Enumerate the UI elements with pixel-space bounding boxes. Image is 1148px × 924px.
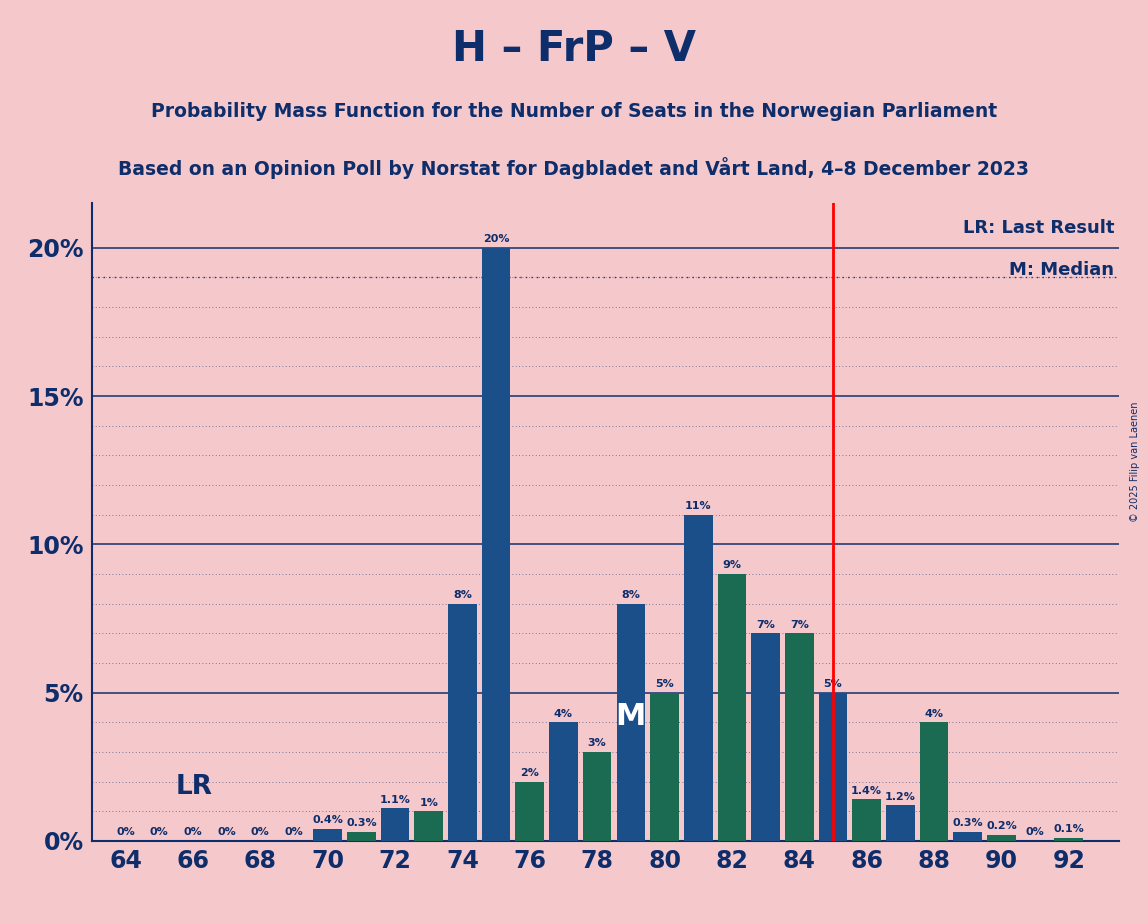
Bar [987, 835, 1016, 841]
Bar [953, 832, 982, 841]
Text: 1.4%: 1.4% [851, 785, 882, 796]
Text: LR: Last Result: LR: Last Result [963, 219, 1115, 237]
Bar [381, 808, 410, 841]
Text: 0.1%: 0.1% [1054, 824, 1084, 834]
Bar [886, 805, 915, 841]
Bar [785, 633, 814, 841]
Text: 0%: 0% [285, 827, 303, 837]
Text: 2%: 2% [520, 768, 540, 778]
Bar [852, 799, 881, 841]
Text: 0.3%: 0.3% [953, 819, 983, 829]
Bar [718, 574, 746, 841]
Text: Based on an Opinion Poll by Norstat for Dagbladet and Vårt Land, 4–8 December 20: Based on an Opinion Poll by Norstat for … [118, 157, 1030, 179]
Bar [920, 723, 948, 841]
Bar [347, 832, 375, 841]
Bar [819, 693, 847, 841]
Text: 0%: 0% [184, 827, 202, 837]
Bar [515, 782, 544, 841]
Text: 8%: 8% [453, 590, 472, 600]
Text: 20%: 20% [483, 234, 510, 244]
Text: 0%: 0% [116, 827, 135, 837]
Text: 7%: 7% [790, 620, 808, 629]
Text: Probability Mass Function for the Number of Seats in the Norwegian Parliament: Probability Mass Function for the Number… [150, 102, 998, 121]
Bar [1055, 838, 1083, 841]
Text: 0%: 0% [150, 827, 169, 837]
Text: 1.1%: 1.1% [380, 795, 411, 805]
Bar [650, 693, 678, 841]
Text: LR: LR [176, 774, 214, 800]
Bar [684, 515, 713, 841]
Bar [313, 829, 342, 841]
Text: M: Median: M: Median [1009, 261, 1115, 279]
Text: 1%: 1% [419, 797, 439, 808]
Text: 3%: 3% [588, 738, 606, 748]
Text: 7%: 7% [757, 620, 775, 629]
Text: 1.2%: 1.2% [885, 792, 916, 802]
Text: 4%: 4% [554, 709, 573, 719]
Text: 0.2%: 0.2% [986, 821, 1017, 832]
Text: M: M [615, 702, 646, 731]
Bar [549, 723, 577, 841]
Bar [616, 603, 645, 841]
Text: 0.3%: 0.3% [346, 819, 377, 829]
Bar [448, 603, 476, 841]
Text: 8%: 8% [621, 590, 641, 600]
Text: 0%: 0% [1025, 827, 1045, 837]
Text: 11%: 11% [685, 501, 712, 511]
Bar [751, 633, 779, 841]
Text: 9%: 9% [722, 560, 742, 570]
Text: 4%: 4% [924, 709, 944, 719]
Text: 5%: 5% [823, 679, 843, 689]
Bar [482, 248, 511, 841]
Text: 5%: 5% [656, 679, 674, 689]
Text: 0%: 0% [251, 827, 270, 837]
Bar [583, 752, 612, 841]
Text: 0.4%: 0.4% [312, 815, 343, 825]
Text: © 2025 Filip van Laenen: © 2025 Filip van Laenen [1130, 402, 1140, 522]
Bar [414, 811, 443, 841]
Text: 0%: 0% [217, 827, 236, 837]
Text: H – FrP – V: H – FrP – V [452, 28, 696, 69]
